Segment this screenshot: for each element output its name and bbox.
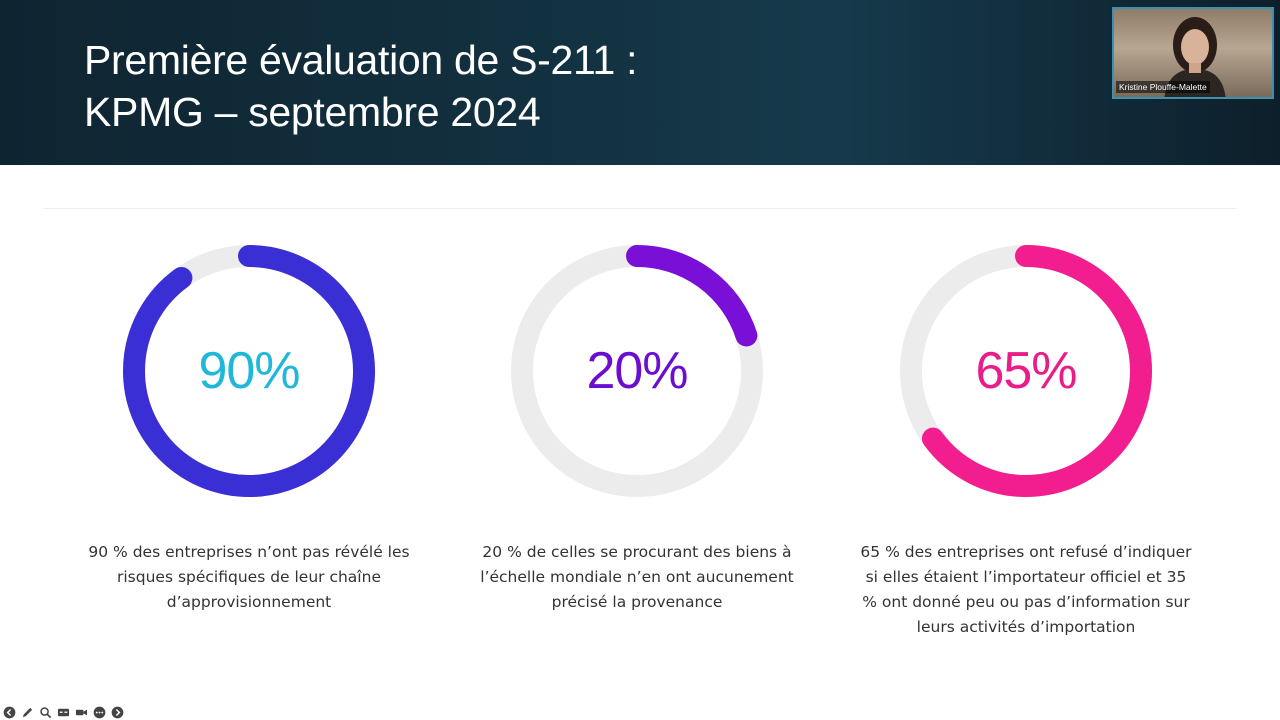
header-divider [44, 208, 1236, 209]
zoom-icon [40, 706, 52, 718]
donut-chart-3: 65% [900, 245, 1152, 497]
next-slide-button[interactable] [110, 705, 125, 720]
camera-icon [75, 709, 88, 715]
stat-block-3: 65% 65 % des entreprises ont refusé d’in… [856, 240, 1196, 640]
camera-button[interactable] [74, 705, 89, 720]
stat-caption-1: 90 % des entreprises n’ont pas révélé le… [88, 543, 410, 611]
stat-caption-3: 65 % des entreprises ont refusé d’indiqu… [860, 543, 1192, 636]
donut-chart-1: 90% [123, 245, 375, 497]
donut-arc-2 [626, 245, 758, 347]
donut-arc-3 [921, 245, 1152, 497]
stat-caption-2: 20 % de celles se procurant des biens à … [480, 543, 794, 611]
subtitles-button[interactable] [56, 705, 71, 720]
more-options-button[interactable] [92, 705, 107, 720]
slide-header: Première évaluation de S-211 : KPMG – se… [0, 0, 1280, 165]
slide-title: Première évaluation de S-211 : KPMG – se… [84, 34, 637, 138]
stat-block-1: 90% 90 % des entreprises n’ont pas révél… [79, 240, 419, 615]
donut-percentage-1: 90% [198, 342, 299, 400]
slide-title-line-2: KPMG – septembre 2024 [84, 89, 541, 135]
pen-tool-button[interactable] [20, 705, 35, 720]
previous-icon [3, 706, 16, 718]
donut-chart-2: 20% [511, 245, 763, 497]
pen-icon [22, 707, 33, 717]
slide-title-line-1: Première évaluation de S-211 : [84, 37, 638, 83]
more-icon [93, 706, 106, 718]
webcam-video-tile[interactable]: Kristine Plouffe-Malette [1112, 7, 1274, 99]
previous-slide-button[interactable] [2, 705, 17, 720]
participant-name-label: Kristine Plouffe-Malette [1116, 81, 1210, 93]
donut-percentage-2: 20% [586, 342, 687, 400]
donut-percentage-3: 65% [975, 342, 1076, 400]
stat-block-2: 20% 20 % de celles se procurant des bien… [467, 240, 807, 615]
presenter-toolbar [2, 704, 125, 720]
donut-arc-1 [123, 245, 375, 497]
zoom-button[interactable] [38, 705, 53, 720]
next-icon [111, 706, 124, 718]
participant-video-image [1164, 17, 1226, 97]
subtitles-icon [57, 708, 70, 716]
